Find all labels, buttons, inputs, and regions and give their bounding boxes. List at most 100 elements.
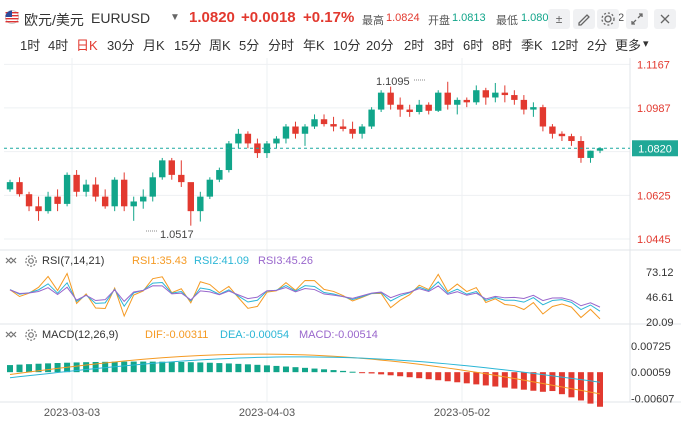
price-change-pct: +0.17% <box>303 9 355 26</box>
timeframe-16[interactable]: 季K <box>521 38 543 53</box>
date-tick: 2023-04-03 <box>239 407 295 419</box>
macd-histogram-bar <box>159 361 166 373</box>
candle-body <box>435 92 442 111</box>
macd-histogram-bar <box>359 372 366 374</box>
macd-histogram-bar <box>416 372 423 379</box>
timeframe-19[interactable]: 更多 <box>615 38 642 53</box>
candle-body <box>16 182 23 195</box>
macd-histogram-bar <box>235 363 242 373</box>
macd-tick: 0.00725 <box>631 341 671 353</box>
rsi-tick: 20.09 <box>646 317 674 329</box>
timeframe-17[interactable]: 12时 <box>551 38 579 53</box>
candle-body <box>130 201 137 207</box>
timeframe-12[interactable]: 2时 <box>404 38 425 53</box>
gear-icon[interactable] <box>24 254 38 268</box>
candle-body <box>501 92 509 96</box>
timeframe-18[interactable]: 2分 <box>587 38 608 53</box>
expand-icon <box>631 13 643 25</box>
low-marker: 1.0517 <box>160 229 194 241</box>
candle-body <box>140 196 147 202</box>
macd-histogram-bar <box>83 362 90 373</box>
candle-body <box>568 136 575 142</box>
settings-button[interactable] <box>597 9 619 29</box>
candle-body <box>444 92 451 105</box>
timeframe-11[interactable]: 20分 <box>366 38 394 53</box>
candle-body <box>511 95 518 100</box>
candle-body <box>463 99 470 103</box>
macd-histogram-bar <box>568 372 575 398</box>
timeframe-1[interactable]: 4时 <box>48 38 69 53</box>
svg-text:±: ± <box>556 12 563 26</box>
candle-body <box>25 194 33 207</box>
macd-histogram-bar <box>178 361 185 373</box>
gear-icon[interactable] <box>24 328 38 342</box>
open-label: 开盘 <box>428 15 450 27</box>
candle-body <box>168 160 175 175</box>
macd-histogram-bar <box>73 362 80 373</box>
pair-name[interactable]: 欧元/美元 <box>24 12 84 28</box>
macd-histogram-bar <box>102 361 109 373</box>
candle-body <box>454 99 461 105</box>
macd-label: MACD(12,26,9) <box>42 329 119 341</box>
rsi-legend: RSI(7,14,21) RSI1:35.43 RSI2:41.09 RSI3:… <box>0 253 681 271</box>
timeframe-8[interactable]: 分时 <box>268 38 295 53</box>
close-icon <box>660 14 670 24</box>
macd-histogram-bar <box>216 363 223 373</box>
macd-histogram-bar <box>273 365 280 373</box>
candle-body <box>292 126 299 134</box>
candle-body <box>187 182 195 212</box>
compare-button[interactable]: ± <box>548 9 570 29</box>
macd-histogram-bar <box>597 372 603 407</box>
candle-body <box>539 107 547 127</box>
candle-body <box>330 124 337 127</box>
macd-histogram-bar <box>7 365 13 373</box>
rsi3-line <box>9 285 601 308</box>
candle-body <box>35 206 42 212</box>
rsi1-line <box>9 272 601 320</box>
timeframe-13[interactable]: 3时 <box>434 38 455 53</box>
timeframe-7[interactable]: 5分 <box>239 38 260 53</box>
timeframe-14[interactable]: 6时 <box>463 38 484 53</box>
timeframe-10[interactable]: 10分 <box>333 38 361 53</box>
macd-histogram-bar <box>92 361 99 373</box>
timeframe-3[interactable]: 30分 <box>107 38 135 53</box>
collapse-icon[interactable] <box>4 329 18 341</box>
macd-tick: -0.00607 <box>631 393 674 405</box>
macd-histogram-bar <box>482 372 489 386</box>
macd-histogram-bar <box>444 372 451 382</box>
rsi-tick: 46.61 <box>646 292 674 304</box>
candle-body <box>587 150 594 158</box>
macd-histogram-bar <box>520 372 527 390</box>
last-price: 1.0820 <box>189 9 235 26</box>
candle-body <box>558 133 566 137</box>
macd-histogram-bar <box>349 371 356 373</box>
timeframe-2[interactable]: 日K <box>76 38 98 53</box>
macd-histogram-bar <box>387 372 394 376</box>
candle-body <box>63 174 71 204</box>
macd-histogram-bar <box>368 372 375 374</box>
fullscreen-button[interactable] <box>626 9 648 29</box>
price-change: +0.0018 <box>241 9 296 26</box>
chevron-down-icon[interactable]: ▼ <box>170 12 180 23</box>
timeframe-6[interactable]: 周K <box>209 38 231 53</box>
close-button[interactable] <box>654 9 676 29</box>
timeframe-15[interactable]: 8时 <box>492 38 513 53</box>
collapse-icon[interactable] <box>4 255 18 267</box>
timeframe-0[interactable]: 1时 <box>20 38 41 53</box>
timeframe-9[interactable]: 年K <box>303 38 325 53</box>
symbol-selector[interactable]: EURUSD <box>91 10 151 26</box>
high-marker: 1.1095 <box>376 76 410 88</box>
chevron-down-icon[interactable]: ▾ <box>643 38 649 50</box>
candle-body <box>73 174 80 192</box>
timeframe-5[interactable]: 15分 <box>174 38 202 53</box>
date-tick: 2023-03-03 <box>44 407 100 419</box>
rsi1-value: RSI1:35.43 <box>132 255 188 267</box>
candle-body <box>206 179 214 197</box>
macd-histogram-bar <box>130 361 137 373</box>
draw-tool-button[interactable] <box>573 9 595 29</box>
macd-value: MACD:-0.00514 <box>299 329 378 341</box>
current-price-tag <box>632 140 678 157</box>
macd-histogram-bar <box>311 368 318 373</box>
timeframe-4[interactable]: 月K <box>143 38 165 53</box>
